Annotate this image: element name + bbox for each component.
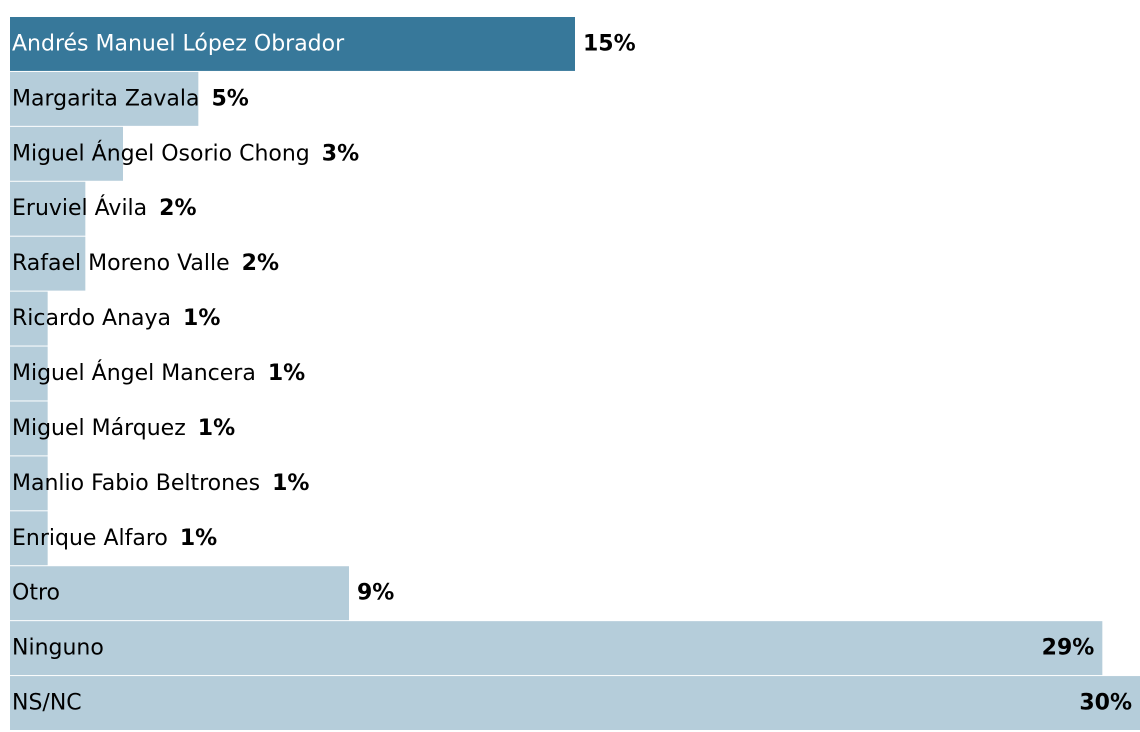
category-label: Ricardo Anaya (12, 306, 171, 331)
value-label: 1% (268, 361, 305, 386)
value-label: 2% (159, 196, 196, 221)
category-label: Miguel Ángel Osorio Chong (12, 140, 310, 166)
category-label: Ninguno (12, 636, 104, 661)
category-label: Margarita Zavala (12, 86, 199, 111)
category-label: Otro (12, 581, 60, 606)
value-label: 3% (322, 141, 359, 166)
category-label: Manlio Fabio Beltrones (12, 471, 260, 496)
category-label: Miguel Márquez (12, 416, 186, 441)
value-label: 1% (198, 416, 235, 441)
bar (10, 621, 1103, 676)
bar (10, 566, 349, 621)
bar (10, 346, 48, 401)
bar (10, 17, 575, 71)
bar (10, 676, 1140, 730)
value-label: 5% (211, 86, 248, 111)
value-label: 9% (357, 581, 394, 606)
value-label: 1% (183, 306, 220, 331)
category-label: Eruviel Ávila (12, 195, 147, 221)
category-label: Andrés Manuel López Obrador (12, 31, 345, 56)
category-label: NS/NC (12, 691, 82, 716)
value-label: 30% (1079, 691, 1132, 716)
value-label: 15% (583, 31, 636, 56)
value-label: 1% (272, 471, 309, 496)
value-label: 1% (180, 526, 217, 551)
bar (10, 181, 86, 236)
bar (10, 456, 48, 511)
bar (10, 511, 48, 566)
value-label: 2% (242, 251, 279, 276)
category-label: Enrique Alfaro (12, 526, 168, 551)
bar (10, 126, 123, 181)
bar (10, 71, 199, 126)
category-label: Miguel Ángel Mancera (12, 360, 256, 386)
bar (10, 236, 86, 291)
bar (10, 401, 48, 456)
value-label: 29% (1042, 636, 1095, 661)
bar (10, 291, 48, 346)
category-label: Rafael Moreno Valle (12, 251, 230, 276)
